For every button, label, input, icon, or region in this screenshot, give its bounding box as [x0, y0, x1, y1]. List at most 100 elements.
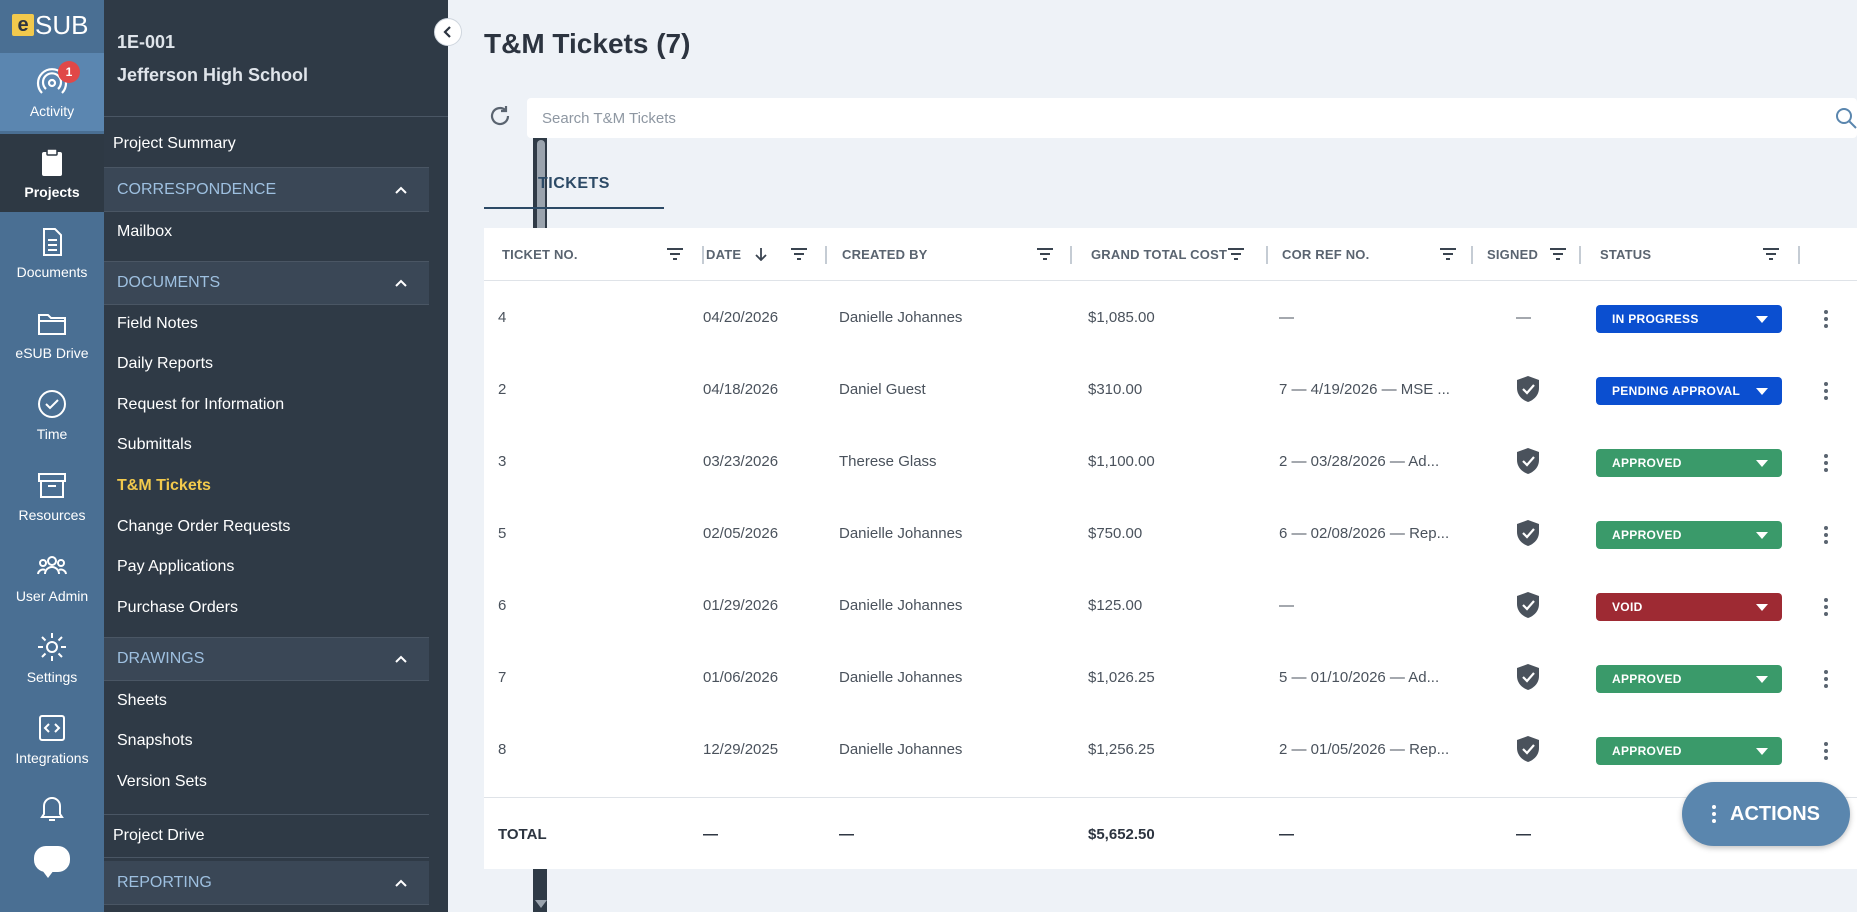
total-cor: —	[1279, 825, 1294, 843]
chat-icon[interactable]	[34, 846, 70, 878]
rail-label-activity: Activity	[29, 103, 75, 119]
rail-item-notifications[interactable]	[0, 786, 104, 836]
filter-icon[interactable]	[1036, 246, 1054, 262]
nav-purchase-orders[interactable]: Purchase Orders	[117, 599, 238, 616]
column-divider[interactable]	[1471, 246, 1473, 264]
status-dropdown[interactable]: APPROVED	[1596, 521, 1782, 549]
actions-button[interactable]: ACTIONS	[1682, 782, 1850, 846]
col-date[interactable]: DATE	[706, 228, 827, 281]
nav-snapshots[interactable]: Snapshots	[117, 732, 193, 749]
col-created-by[interactable]: CREATED BY	[842, 228, 1072, 281]
nav-daily-reports[interactable]: Daily Reports	[117, 355, 214, 372]
date-cell: 04/20/2026	[703, 308, 779, 326]
status-dropdown[interactable]: APPROVED	[1596, 449, 1782, 477]
rail-item-esub-drive[interactable]: eSUB Drive	[0, 295, 104, 373]
rail-label-documents: Documents	[16, 264, 88, 280]
table-row[interactable]: 2 04/18/2026 Daniel Guest $310.00 7 — 4/19/2…	[484, 353, 1857, 425]
nav-tm-tickets[interactable]: T&M Tickets	[117, 477, 211, 494]
cost-cell: $310.00	[1088, 380, 1143, 398]
esub-logo[interactable]: e SUB	[0, 0, 104, 50]
filter-icon[interactable]	[666, 246, 684, 262]
column-divider[interactable]	[825, 246, 827, 264]
table-row[interactable]: 4 04/20/2026 Danielle Johannes $1,085.00 — — I…	[484, 281, 1857, 353]
created-by-cell: Danielle Johannes	[839, 668, 963, 686]
nav-section-reporting[interactable]: REPORTING	[104, 861, 429, 905]
rail-item-settings[interactable]: Settings	[0, 619, 104, 697]
filter-icon[interactable]	[790, 246, 808, 262]
column-divider[interactable]	[1798, 246, 1800, 264]
table-row[interactable]: 5 02/05/2026 Danielle Johannes $750.00 6 — 0…	[484, 497, 1857, 569]
status-label: APPROVED	[1612, 672, 1682, 686]
col-cor-ref-no[interactable]: COR REF NO.	[1282, 228, 1482, 281]
column-divider[interactable]	[1579, 246, 1581, 264]
nav-section-correspondence[interactable]: CORRESPONDENCE	[104, 168, 429, 212]
ticket-no-cell: 4	[498, 308, 507, 326]
nav-submittals[interactable]: Submittals	[117, 436, 192, 453]
sort-down-icon[interactable]	[754, 247, 768, 261]
filter-icon[interactable]	[1762, 246, 1780, 262]
rail-item-activity[interactable]: Activity 1	[0, 53, 104, 131]
nav-project-drive[interactable]: Project Drive	[104, 814, 429, 858]
scroll-down-arrow[interactable]	[535, 900, 547, 908]
status-dropdown[interactable]: APPROVED	[1596, 737, 1782, 765]
column-divider[interactable]	[1070, 246, 1072, 264]
collapse-nav-button[interactable]	[434, 18, 462, 46]
refresh-icon[interactable]	[488, 104, 512, 128]
status-label: APPROVED	[1612, 528, 1682, 542]
date-cell: 03/23/2026	[703, 452, 779, 470]
column-divider[interactable]	[702, 246, 704, 264]
table-row[interactable]: 8 12/29/2025 Danielle Johannes $1,256.25 2 —…	[484, 713, 1857, 785]
nav-version-sets[interactable]: Version Sets	[117, 773, 207, 790]
cost-cell: $125.00	[1088, 596, 1143, 614]
search-icon[interactable]	[1835, 107, 1857, 129]
row-menu-icon[interactable]	[1814, 451, 1838, 475]
col-signed[interactable]: SIGNED	[1487, 228, 1597, 281]
row-menu-icon[interactable]	[1814, 307, 1838, 331]
chevron-left-icon	[443, 26, 451, 38]
rail-item-user-admin[interactable]: User Admin	[0, 538, 104, 616]
status-dropdown[interactable]: VOID	[1596, 593, 1782, 621]
shield-check-icon	[1515, 663, 1541, 691]
table-row[interactable]: 3 03/23/2026 Therese Glass $1,100.00 2 — 03/…	[484, 425, 1857, 497]
row-menu-icon[interactable]	[1814, 595, 1838, 619]
nav-rfi[interactable]: Request for Information	[117, 396, 285, 413]
nav-pay-applications[interactable]: Pay Applications	[117, 558, 235, 575]
nav-field-notes[interactable]: Field Notes	[117, 315, 198, 332]
col-status[interactable]: STATUS	[1600, 228, 1830, 281]
status-dropdown[interactable]: IN PROGRESS	[1596, 305, 1782, 333]
tab-tickets[interactable]: TICKETS	[484, 160, 664, 209]
nav-section-documents[interactable]: DOCUMENTS	[104, 261, 429, 305]
shield-check-icon	[1515, 519, 1541, 547]
rail-item-integrations[interactable]: Integrations	[0, 700, 104, 778]
clock-icon	[38, 390, 66, 418]
nav-section-drawings[interactable]: DRAWINGS	[104, 637, 429, 681]
col-label: COR REF NO.	[1282, 247, 1370, 262]
row-menu-icon[interactable]	[1814, 523, 1838, 547]
nav-project-summary[interactable]: Project Summary	[104, 120, 429, 168]
shield-check-icon	[1515, 591, 1541, 619]
rail-item-projects[interactable]: Projects	[0, 134, 104, 212]
nav-change-order-requests[interactable]: Change Order Requests	[117, 518, 291, 535]
col-ticket-no[interactable]: TICKET NO.	[502, 228, 704, 281]
search-input[interactable]	[527, 98, 1787, 138]
row-menu-icon[interactable]	[1814, 379, 1838, 403]
filter-icon[interactable]	[1227, 246, 1245, 262]
nav-sheets[interactable]: Sheets	[117, 692, 167, 709]
row-menu-icon[interactable]	[1814, 739, 1838, 763]
status-dropdown[interactable]: PENDING APPROVAL	[1596, 377, 1782, 405]
filter-icon[interactable]	[1439, 246, 1457, 262]
table-row[interactable]: 6 01/29/2026 Danielle Johannes $125.00 — VOID	[484, 569, 1857, 641]
rail-item-resources[interactable]: Resources	[0, 457, 104, 535]
tickets-table: TICKET NO. DATE CREATED BY GRAND TOTAL C…	[484, 228, 1857, 869]
col-grand-total-cost[interactable]: GRAND TOTAL COST	[1091, 228, 1271, 281]
rail-item-time[interactable]: Time	[0, 376, 104, 454]
table-row[interactable]: 7 01/06/2026 Danielle Johannes $1,026.25 5 —…	[484, 641, 1857, 713]
created-by-cell: Danielle Johannes	[839, 524, 963, 542]
nav-mailbox[interactable]: Mailbox	[117, 223, 173, 240]
column-divider[interactable]	[1266, 246, 1268, 264]
filter-icon[interactable]	[1549, 246, 1567, 262]
status-dropdown[interactable]: APPROVED	[1596, 665, 1782, 693]
row-menu-icon[interactable]	[1814, 667, 1838, 691]
rail-item-documents[interactable]: Documents	[0, 214, 104, 292]
created-by-cell: Daniel Guest	[839, 380, 926, 398]
